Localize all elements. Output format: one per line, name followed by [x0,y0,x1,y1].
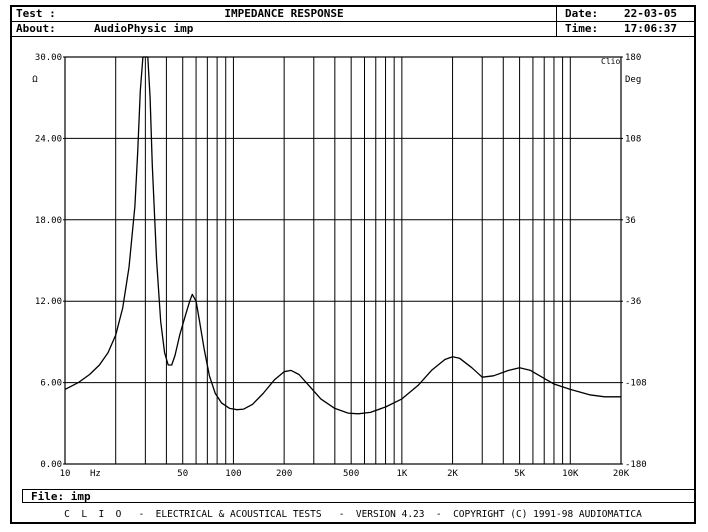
file-box: File: imp [22,489,696,503]
plot-border [64,56,622,465]
y2-axis-labels: -180 -108 -36 36 108 180 [621,53,647,470]
y-tick-label: 0.00 [40,460,62,470]
x-tick-label: 10 [60,469,71,479]
time-value: 17:06:37 [624,22,677,35]
x-tick-label: 50 [177,469,188,479]
instrument-window: Test : IMPEDANCE RESPONSE Date: 22-03-05… [10,5,696,524]
time-label: Time: [565,22,599,35]
x-tick-label: 1K [396,469,407,479]
y-tick-label: 30.00 [35,53,62,63]
clio-brand-label: Clio [601,57,620,66]
x-tick-label: 20K [613,469,630,479]
series-group [64,56,621,415]
x-tick-label: 500 [343,469,359,479]
x-axis-unit: Hz [90,469,101,479]
page-title: IMPEDANCE RESPONSE [224,7,344,20]
header-row-2: About: AudioPhysic imp Time: 17:06:37 [12,22,694,36]
y-tick-label: 12.00 [35,297,62,307]
chart-grid [65,57,621,464]
header-row-1: Test : IMPEDANCE RESPONSE Date: 22-03-05 [12,7,694,21]
date-label: Date: [565,7,599,20]
about-label: About: [16,22,56,35]
file-value: imp [70,490,91,503]
y2-axis-unit: Deg [625,75,641,85]
y2-tick-label: -36 [625,297,641,307]
x-tick-label: 200 [276,469,292,479]
y2-tick-label: 180 [625,53,641,63]
y-axis-labels: 0.00 6.00 12.00 18.00 24.00 30.00 [35,53,65,470]
x-tick-label: 5K [514,469,525,479]
y-tick-label: 24.00 [35,134,62,144]
footer-banner: C L I O - ELECTRICAL & ACOUSTICAL TESTS … [64,509,642,520]
y2-tick-label: 36 [625,216,636,226]
y-tick-label: 6.00 [40,379,62,389]
header-bottom-divider [12,36,694,37]
y2-tick-label: -108 [625,379,647,389]
y2-tick-label: 108 [625,134,641,144]
y-axis-unit: Ω [32,75,38,85]
y2-tick-label: -180 [625,460,647,470]
date-value: 22-03-05 [624,7,677,20]
file-label: File: [31,490,65,503]
x-axis-labels: 10 50 100 200 500 1K 2K 5K 10K 20K [60,469,630,479]
y-tick-label: 18.00 [35,216,62,226]
x-tick-label: 2K [447,469,458,479]
header-vertical-divider [556,7,557,36]
test-label: Test : [16,7,56,20]
header-divider [12,21,694,22]
x-tick-label: 10K [562,469,579,479]
x-tick-label: 100 [225,469,241,479]
about-value: AudioPhysic imp [94,22,194,35]
impedance-curve [64,56,621,415]
